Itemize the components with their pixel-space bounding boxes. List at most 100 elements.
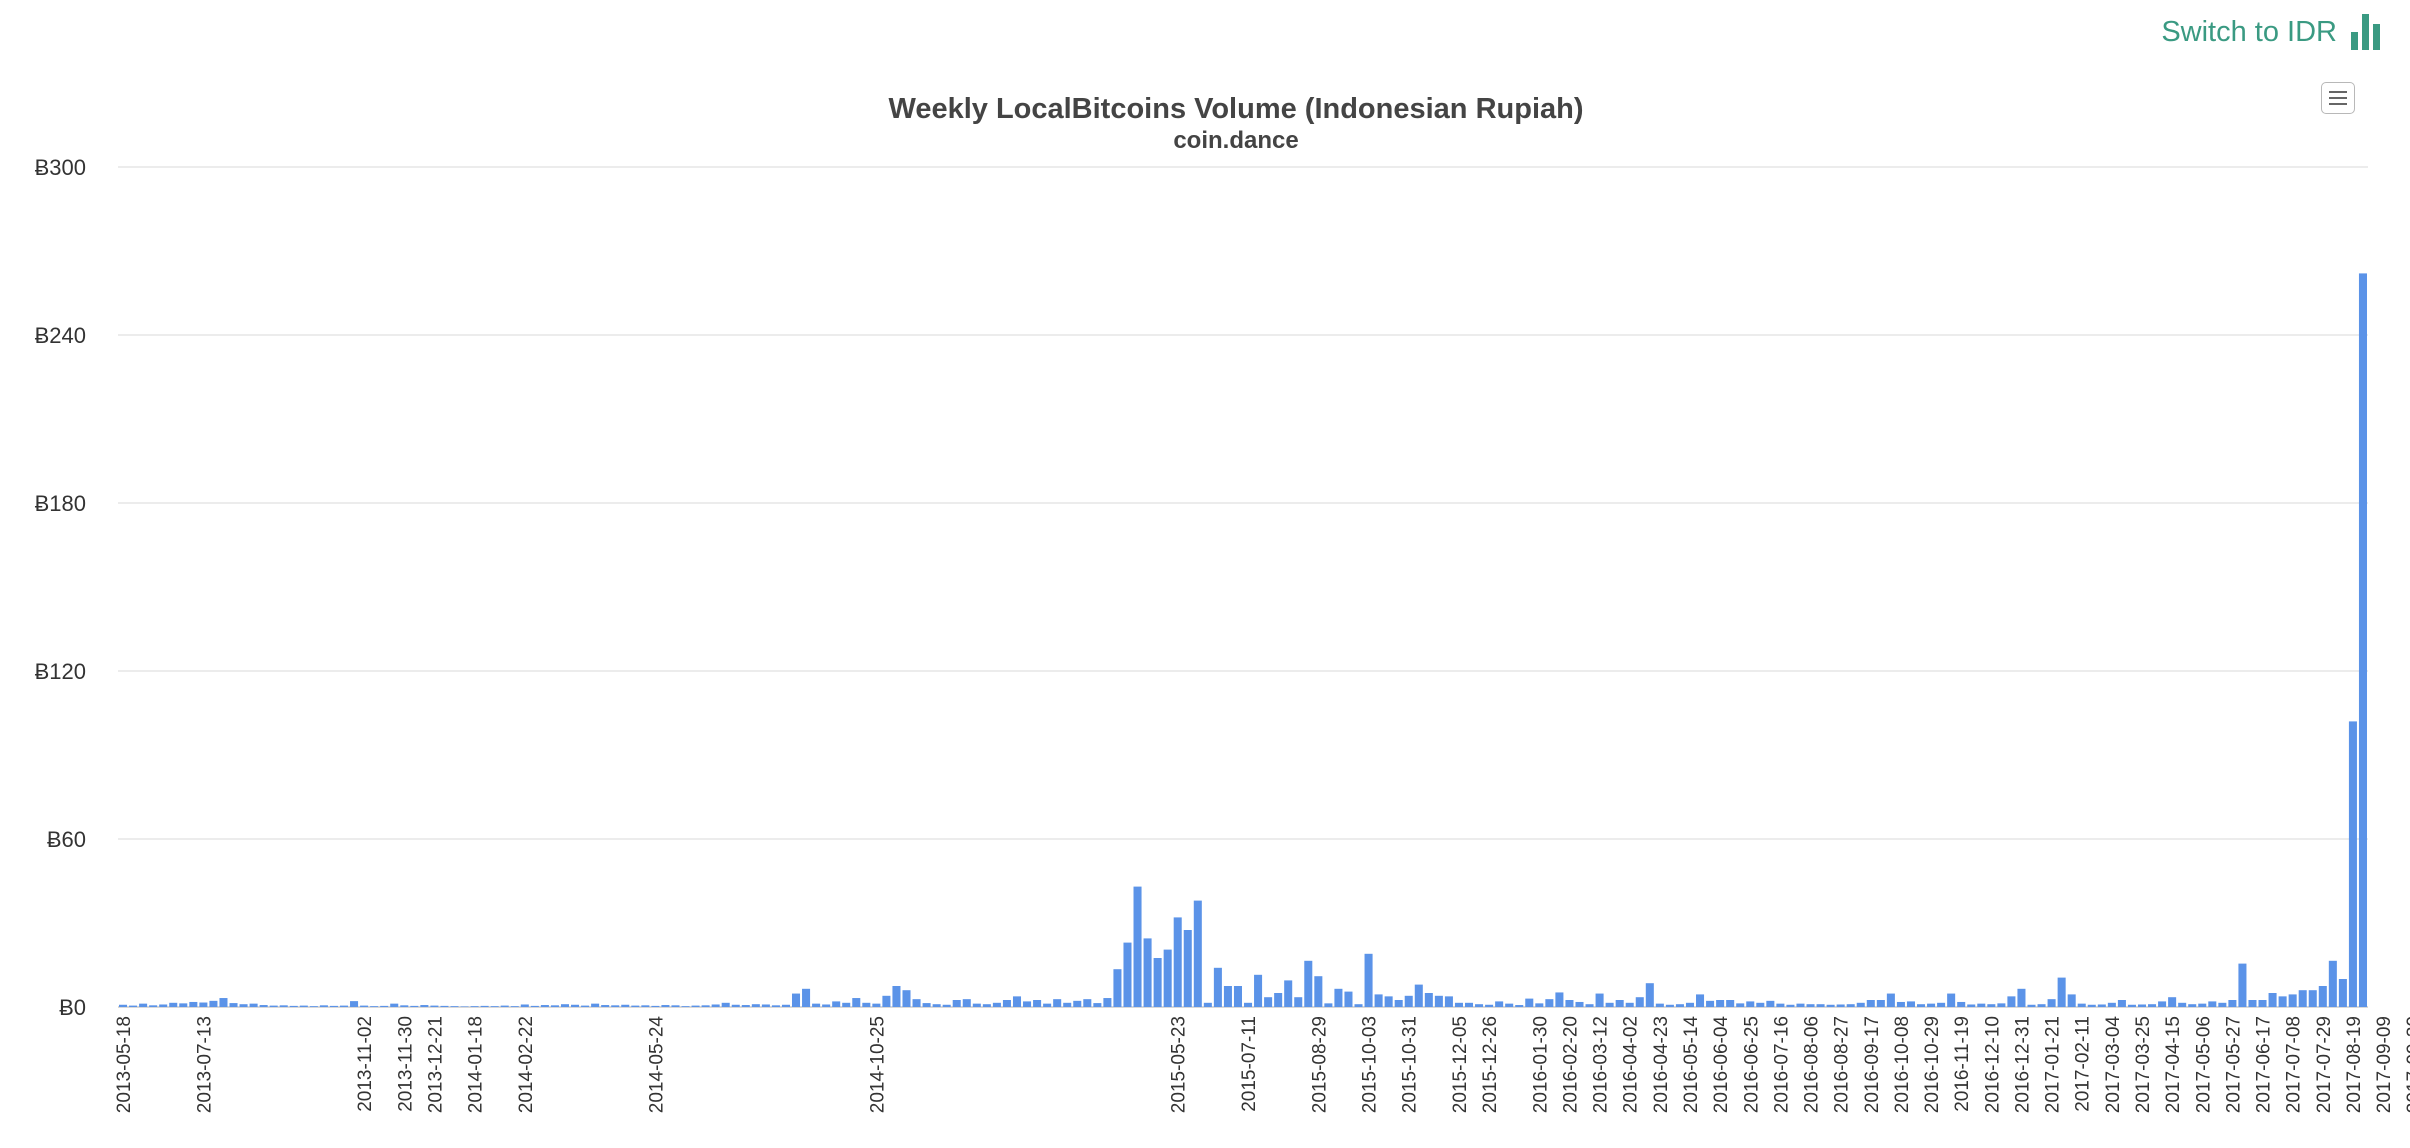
bar[interactable] (1896, 1001, 1905, 1007)
bar[interactable] (1595, 993, 1604, 1007)
bar[interactable] (2178, 1002, 2187, 1007)
bar[interactable] (1113, 969, 1122, 1007)
bar[interactable] (2127, 1004, 2136, 1007)
bar[interactable] (1103, 998, 1112, 1007)
bar[interactable] (2198, 1003, 2207, 1007)
bar[interactable] (1374, 994, 1383, 1007)
bar[interactable] (520, 1004, 529, 1007)
bar[interactable] (942, 1004, 951, 1007)
bar[interactable] (1414, 984, 1423, 1007)
bar[interactable] (1675, 1004, 1684, 1007)
bar[interactable] (902, 990, 911, 1007)
bar[interactable] (1786, 1004, 1795, 1007)
bar[interactable] (2208, 1001, 2217, 1007)
bar[interactable] (279, 1005, 288, 1007)
bar[interactable] (360, 1005, 369, 1007)
bar[interactable] (1555, 992, 1564, 1007)
bar[interactable] (1424, 993, 1433, 1007)
bar[interactable] (832, 1001, 841, 1007)
bar[interactable] (822, 1004, 831, 1007)
bar[interactable] (2027, 1004, 2036, 1007)
bar[interactable] (982, 1004, 991, 1007)
bar[interactable] (1434, 995, 1443, 1007)
bar[interactable] (289, 1005, 298, 1007)
bar[interactable] (1023, 1001, 1032, 1007)
bar[interactable] (1906, 1001, 1915, 1007)
bar[interactable] (2218, 1002, 2227, 1007)
bar[interactable] (711, 1004, 720, 1007)
bar[interactable] (1696, 994, 1705, 1007)
bar[interactable] (701, 1005, 710, 1007)
bar[interactable] (812, 1003, 821, 1007)
bar[interactable] (1133, 886, 1142, 1007)
bar[interactable] (1655, 1003, 1664, 1007)
bar[interactable] (259, 1005, 268, 1007)
bar[interactable] (430, 1005, 439, 1007)
bar[interactable] (1475, 1004, 1484, 1007)
bar[interactable] (1987, 1004, 1996, 1007)
bar[interactable] (1515, 1005, 1524, 1007)
bar[interactable] (1063, 1002, 1072, 1007)
bar[interactable] (1525, 998, 1534, 1007)
bar[interactable] (199, 1002, 208, 1007)
bar[interactable] (2067, 994, 2076, 1007)
bar[interactable] (1043, 1003, 1052, 1007)
bar[interactable] (530, 1005, 539, 1007)
bar[interactable] (1846, 1004, 1855, 1007)
bar[interactable] (1575, 1001, 1584, 1007)
bar[interactable] (1284, 980, 1293, 1007)
bar[interactable] (1766, 1000, 1775, 1007)
bar[interactable] (1334, 988, 1343, 1007)
bar[interactable] (681, 1006, 690, 1007)
bar[interactable] (1937, 1002, 1946, 1007)
bar[interactable] (139, 1003, 148, 1007)
bar[interactable] (771, 1005, 780, 1007)
bar[interactable] (611, 1005, 620, 1007)
bar[interactable] (1977, 1003, 1986, 1007)
bar[interactable] (1565, 1000, 1574, 1007)
bar[interactable] (1264, 997, 1273, 1007)
bar[interactable] (1635, 997, 1644, 1007)
bar[interactable] (1244, 1002, 1253, 1007)
bar[interactable] (209, 1000, 218, 1007)
bar[interactable] (1173, 917, 1182, 1007)
bar[interactable] (119, 1004, 128, 1007)
bar[interactable] (1816, 1004, 1825, 1007)
bar[interactable] (149, 1005, 158, 1007)
bar[interactable] (1886, 993, 1895, 1007)
bar[interactable] (1002, 1000, 1011, 1007)
bar[interactable] (420, 1005, 429, 1007)
bar[interactable] (229, 1003, 238, 1007)
bar[interactable] (2057, 977, 2066, 1007)
bar[interactable] (2097, 1004, 2106, 1007)
bar[interactable] (1394, 1000, 1403, 1007)
bar[interactable] (249, 1003, 258, 1007)
bar[interactable] (380, 1005, 389, 1007)
bar[interactable] (1384, 996, 1393, 1007)
bar[interactable] (2077, 1003, 2086, 1007)
bar[interactable] (339, 1005, 349, 1007)
bar[interactable] (189, 1001, 198, 1007)
bar[interactable] (2338, 979, 2347, 1007)
bar[interactable] (1073, 1000, 1082, 1007)
bar[interactable] (1706, 1000, 1715, 1007)
bar[interactable] (2087, 1004, 2096, 1007)
bar[interactable] (1485, 1004, 1494, 1007)
bar[interactable] (239, 1004, 248, 1007)
bar[interactable] (802, 988, 811, 1007)
bar[interactable] (1615, 1000, 1624, 1007)
bar[interactable] (1203, 1002, 1212, 1007)
bar[interactable] (2318, 986, 2327, 1007)
bar[interactable] (450, 1006, 459, 1007)
bar[interactable] (2037, 1004, 2046, 1007)
bar[interactable] (309, 1006, 318, 1007)
bar[interactable] (329, 1005, 338, 1007)
bar[interactable] (1153, 958, 1162, 1007)
bar[interactable] (2047, 999, 2056, 1007)
bar[interactable] (1163, 949, 1172, 1007)
bar[interactable] (1836, 1004, 1845, 1007)
bar[interactable] (1916, 1004, 1926, 1007)
bar[interactable] (370, 1006, 379, 1007)
bar[interactable] (1685, 1002, 1695, 1007)
bar[interactable] (1213, 967, 1222, 1007)
